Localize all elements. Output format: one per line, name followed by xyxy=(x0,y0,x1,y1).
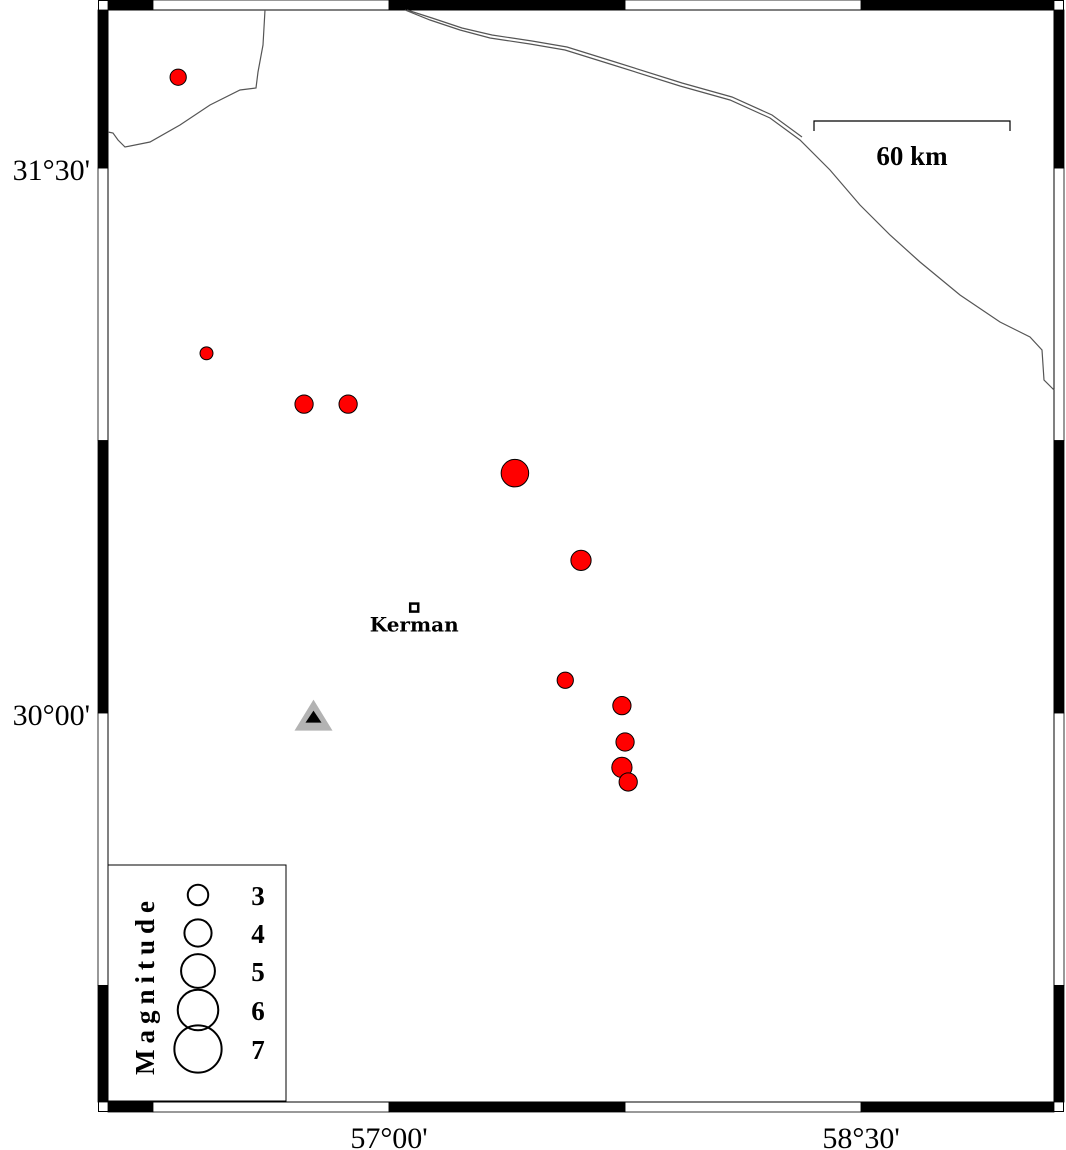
frame-segment xyxy=(1053,167,1065,441)
legend-label: 6 xyxy=(251,996,265,1026)
frame-segment xyxy=(97,440,109,714)
frame-segment xyxy=(107,0,154,11)
longitude-label: 57°00' xyxy=(350,1122,427,1150)
earthquake-event xyxy=(612,696,632,716)
province-boundaries xyxy=(107,9,1055,391)
legend-circle xyxy=(186,883,210,907)
earthquake-event xyxy=(500,458,530,488)
frame-segment xyxy=(97,9,109,169)
frame-segment xyxy=(152,0,390,11)
legend-circle xyxy=(180,953,216,989)
scale-bar: 60 km xyxy=(813,120,1011,171)
station-inner-triangle xyxy=(305,710,322,723)
latitude-label: 31°30' xyxy=(13,154,90,187)
frame-segment xyxy=(1053,712,1065,986)
frame-segment xyxy=(97,167,109,441)
frame-segment xyxy=(1053,9,1065,169)
frame-segment xyxy=(388,0,626,11)
longitude-label: 58°30' xyxy=(822,1122,899,1150)
legend: Magnitude 3 4 5 6 7 xyxy=(107,864,287,1102)
frame-segment xyxy=(860,0,1055,11)
earthquake-event xyxy=(618,772,638,792)
earthquake-events xyxy=(169,68,638,792)
frame-segment xyxy=(107,1101,154,1113)
earthquake-event xyxy=(570,549,592,571)
frame-segment xyxy=(624,1101,862,1113)
earthquake-event xyxy=(615,732,635,752)
city-kerman: Kerman xyxy=(370,602,459,637)
earthquake-event xyxy=(294,394,314,414)
legend-label: 3 xyxy=(251,881,265,911)
legend-label: 4 xyxy=(251,919,265,949)
legend-label: 5 xyxy=(251,957,265,987)
legend-circle xyxy=(176,988,220,1032)
frame-segment xyxy=(97,712,109,986)
frame-segment xyxy=(388,1101,626,1113)
axis-labels: 57°00' 58°30' 31°30' 30°00' xyxy=(13,154,900,1150)
earthquake-event xyxy=(338,394,358,414)
frame-segment xyxy=(860,1101,1055,1113)
legend-circle xyxy=(183,918,213,948)
frame-segment xyxy=(1053,984,1065,1103)
scale-bar-line xyxy=(813,120,1011,131)
triangle-station-icon xyxy=(294,699,333,731)
frame-segment xyxy=(97,984,109,1103)
frame-segment xyxy=(624,0,862,11)
boundary-line-east-2 xyxy=(406,9,803,138)
legend-circle xyxy=(173,1024,223,1074)
scale-bar-label: 60 km xyxy=(876,141,948,171)
legend-label: 7 xyxy=(251,1035,265,1065)
frame-segment xyxy=(152,1101,390,1113)
boundary-line-east xyxy=(404,9,1055,391)
map-border xyxy=(107,9,1055,1103)
boundary-line-west xyxy=(107,9,266,148)
square-marker-icon xyxy=(408,602,420,613)
earthquake-event xyxy=(556,671,574,689)
city-label: Kerman xyxy=(370,613,459,637)
earthquake-event xyxy=(169,68,187,86)
earthquake-event xyxy=(199,346,214,361)
frame-segment xyxy=(1053,440,1065,714)
latitude-label: 30°00' xyxy=(13,699,90,732)
legend-title: Magnitude xyxy=(130,895,160,1075)
